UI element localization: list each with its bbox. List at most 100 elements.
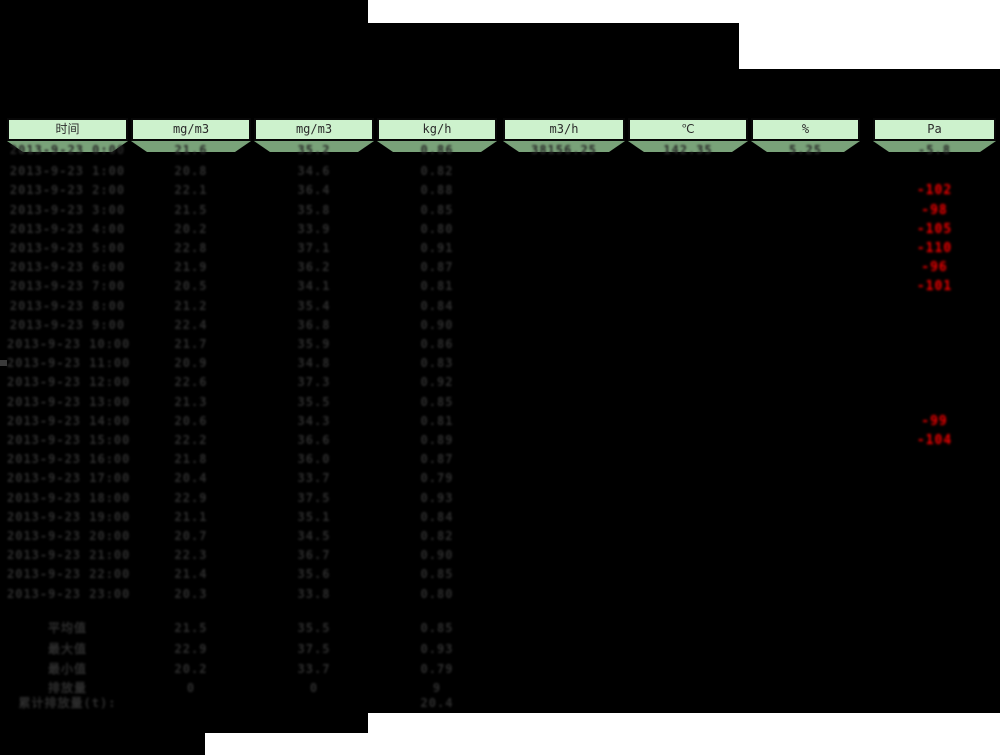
summary-value-kgh: 9 — [432, 681, 442, 695]
cell-kgh: 0.83 — [420, 356, 454, 371]
cell-mgm3-2: 34.1 — [297, 279, 331, 294]
cell-pa-alarm: -98 — [921, 202, 948, 218]
table-row: 2013-9-23 23:00 20.3 33.8 0.80 — [0, 585, 1000, 604]
table-row: 2013-9-23 18:00 22.9 37.5 0.93 — [0, 489, 1000, 508]
cell-mgm3-1: 20.5 — [174, 279, 208, 294]
backdrop-bottom-band — [0, 713, 368, 733]
cell-time: 2013-9-23 21:00 — [7, 548, 131, 563]
cell-percent: 5.25 — [789, 143, 822, 157]
summary-label: 累计排放量(t): — [18, 696, 117, 710]
cell-mgm3-2: 36.4 — [297, 183, 331, 198]
cell-mgm3-1: 22.6 — [174, 375, 208, 390]
cell-mgm3-1: 21.1 — [174, 509, 208, 524]
table-row: 2013-9-23 13:00 21.3 35.5 0.85 — [0, 393, 1000, 412]
summary-label: 最大值 — [47, 642, 87, 656]
summary-value-mgm3-1: 21.5 — [174, 621, 208, 635]
header-cell-celsius: ℃ — [628, 118, 748, 141]
cell-mgm3-1: 21.9 — [174, 260, 208, 275]
header-cell-m3h: m3/h — [503, 118, 625, 141]
header-cell-mgm3-1: mg/m3 — [131, 118, 251, 141]
cell-time: 2013-9-23 9:00 — [9, 317, 126, 332]
summary-value-mgm3-2: 33.7 — [297, 662, 331, 676]
cell-mgm3-2: 34.6 — [297, 164, 331, 179]
cell-mgm3-2: 36.8 — [297, 317, 331, 332]
cell-kgh: 0.92 — [420, 375, 454, 390]
summary-value-mgm3-2: 35.5 — [297, 621, 331, 635]
cell-mgm3-1: 21.8 — [174, 452, 208, 467]
cell-mgm3-1: 21.5 — [174, 202, 208, 217]
cell-mgm3-2: 35.6 — [297, 567, 331, 582]
cell-mgm3-2: 35.2 — [297, 143, 331, 157]
summary-row: 最大值 22.9 37.5 0.93 — [0, 641, 1000, 657]
summary-row: 平均值 21.5 35.5 0.85 — [0, 620, 1000, 636]
cell-mgm3-2: 35.9 — [297, 337, 331, 351]
cell-mgm3-2: 35.4 — [297, 298, 331, 313]
cell-kgh: 0.86 — [420, 143, 454, 157]
cell-kgh: 0.80 — [420, 221, 454, 236]
cell-kgh: 0.79 — [420, 471, 454, 486]
cell-mgm3-1: 20.3 — [174, 586, 208, 601]
cell-kgh: 0.90 — [420, 317, 454, 332]
cell-mgm3-1: 21.2 — [174, 298, 208, 313]
cell-kgh: 0.85 — [420, 202, 454, 217]
cell-time: 2013-9-23 0:00 — [9, 143, 126, 157]
cell-time: 2013-9-23 13:00 — [7, 394, 131, 409]
cell-time: 2013-9-23 18:00 — [7, 490, 131, 505]
cell-mgm3-2: 36.2 — [297, 260, 331, 275]
first-data-row: 2013-9-23 0:00 21.6 35.2 0.86 38156.25 1… — [0, 142, 1000, 158]
cell-time: 2013-9-23 6:00 — [9, 260, 126, 275]
cell-mgm3-2: 37.1 — [297, 241, 331, 255]
cell-kgh: 0.93 — [420, 490, 454, 505]
cell-time: 2013-9-23 12:00 — [7, 375, 131, 390]
cell-kgh: 0.87 — [420, 260, 454, 275]
cell-pa-alarm: -104 — [916, 433, 953, 448]
table-row: 2013-9-23 14:00 20.6 34.3 0.81 -99 — [0, 412, 1000, 431]
summary-row: 最小值 20.2 33.7 0.79 — [0, 661, 1000, 677]
table-row: 2013-9-23 5:00 22.8 37.1 0.91 -110 — [0, 239, 1000, 258]
cell-kgh: 0.84 — [420, 509, 454, 524]
cell-mgm3-2: 34.5 — [297, 529, 331, 543]
cell-mgm3-2: 37.5 — [297, 490, 331, 505]
header-strip — [254, 141, 374, 152]
cell-pa: -5.8 — [918, 143, 951, 157]
cell-mgm3-2: 36.0 — [297, 452, 331, 467]
cell-kgh: 0.82 — [420, 164, 454, 179]
table-row: 2013-9-23 16:00 21.8 36.0 0.87 — [0, 450, 1000, 469]
cell-kgh: 0.91 — [420, 241, 454, 255]
summary-label: 排放量 — [47, 681, 87, 695]
table-row: 2013-9-23 1:00 20.8 34.6 0.82 — [0, 162, 1000, 181]
cell-time: 2013-9-23 15:00 — [7, 433, 131, 447]
table-row: 2013-9-23 22:00 21.4 35.6 0.85 — [0, 565, 1000, 584]
table-row: 2013-9-23 9:00 22.4 36.8 0.90 — [0, 316, 1000, 335]
cell-mgm3-1: 21.4 — [174, 567, 208, 582]
table-row: 2013-9-23 12:00 22.6 37.3 0.92 — [0, 373, 1000, 392]
header-cell-kgh: kg/h — [377, 118, 497, 141]
cell-mgm3-2: 36.6 — [297, 433, 331, 447]
cell-mgm3-1: 21.6 — [174, 143, 208, 157]
cell-mgm3-2: 35.8 — [297, 202, 331, 217]
cell-kgh: 0.82 — [420, 529, 454, 543]
cell-mgm3-1: 22.3 — [174, 548, 208, 563]
cell-m3h: 38156.25 — [531, 143, 597, 157]
cell-mgm3-2: 35.5 — [297, 394, 331, 409]
cell-mgm3-2: 35.1 — [297, 509, 331, 524]
cell-time: 2013-9-23 5:00 — [9, 241, 126, 255]
table-row: 2013-9-23 15:00 22.2 36.6 0.89 -104 — [0, 431, 1000, 450]
cell-mgm3-1: 22.1 — [174, 183, 208, 198]
backdrop-top-left — [0, 0, 368, 23]
summary-value-mgm3-2: 0 — [309, 681, 319, 695]
cell-mgm3-1: 20.7 — [174, 529, 208, 543]
summary-value-mgm3-1: 0 — [186, 681, 196, 695]
cell-kgh: 0.81 — [420, 413, 454, 428]
cell-time: 2013-9-23 23:00 — [7, 586, 131, 601]
cell-pa-alarm: -101 — [916, 279, 953, 295]
table-row: 2013-9-23 8:00 21.2 35.4 0.84 — [0, 297, 1000, 316]
cell-mgm3-2: 34.3 — [297, 413, 331, 428]
summary-value-kgh: 0.79 — [420, 662, 454, 676]
cell-time: 2013-9-23 3:00 — [9, 202, 126, 217]
edge-artifact — [0, 360, 7, 366]
summary-value-mgm3-1: 22.9 — [174, 642, 208, 656]
cell-time: 2013-9-23 19:00 — [7, 509, 131, 524]
cell-time: 2013-9-23 8:00 — [9, 298, 126, 313]
cell-time: 2013-9-23 22:00 — [7, 567, 131, 582]
